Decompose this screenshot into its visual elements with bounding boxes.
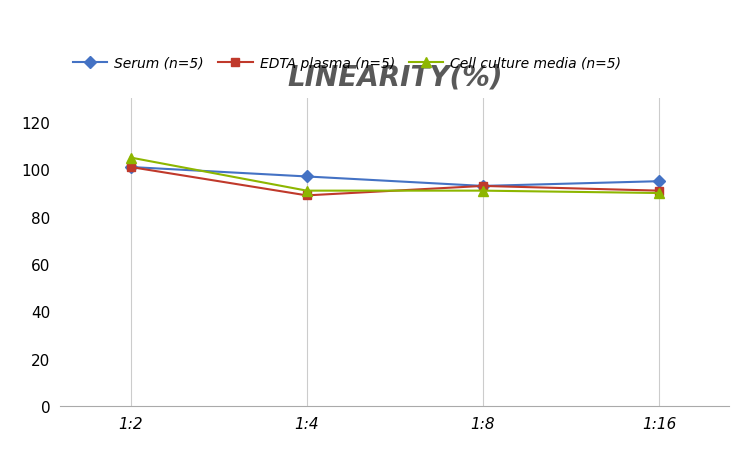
Title: LINEARITY(%): LINEARITY(%) bbox=[287, 64, 502, 92]
Serum (n=5) bbox=[302, 175, 311, 180]
Cell culture media (n=5) bbox=[478, 189, 487, 194]
Serum (n=5) bbox=[654, 179, 663, 184]
Legend: Serum (n=5), EDTA plasma (n=5), Cell culture media (n=5): Serum (n=5), EDTA plasma (n=5), Cell cul… bbox=[67, 51, 627, 76]
Cell culture media (n=5) bbox=[302, 189, 311, 194]
Cell culture media (n=5) bbox=[654, 191, 663, 196]
Serum (n=5) bbox=[478, 184, 487, 189]
EDTA plasma (n=5) bbox=[302, 193, 311, 198]
EDTA plasma (n=5) bbox=[654, 189, 663, 194]
Serum (n=5) bbox=[126, 165, 135, 170]
EDTA plasma (n=5) bbox=[478, 184, 487, 189]
Cell culture media (n=5) bbox=[126, 156, 135, 161]
Line: Serum (n=5): Serum (n=5) bbox=[126, 163, 663, 191]
Line: Cell culture media (n=5): Cell culture media (n=5) bbox=[126, 153, 664, 198]
EDTA plasma (n=5) bbox=[126, 165, 135, 170]
Line: EDTA plasma (n=5): EDTA plasma (n=5) bbox=[126, 163, 663, 200]
